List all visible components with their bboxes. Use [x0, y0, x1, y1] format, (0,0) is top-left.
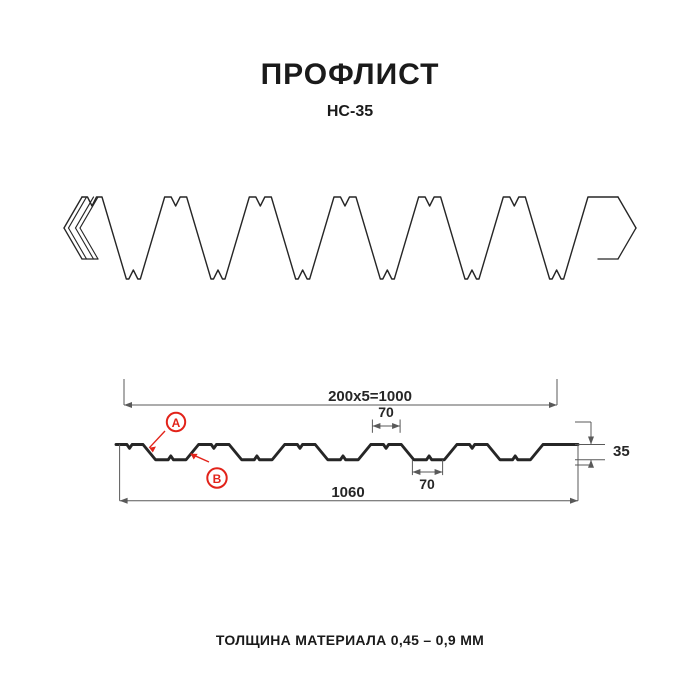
- svg-text:B: B: [213, 472, 222, 486]
- svg-text:A: A: [172, 416, 181, 430]
- svg-text:200x5=1000: 200x5=1000: [328, 388, 412, 405]
- svg-text:70: 70: [378, 404, 394, 420]
- svg-text:1060: 1060: [331, 484, 364, 501]
- svg-text:35: 35: [613, 443, 630, 460]
- svg-text:70: 70: [419, 476, 435, 492]
